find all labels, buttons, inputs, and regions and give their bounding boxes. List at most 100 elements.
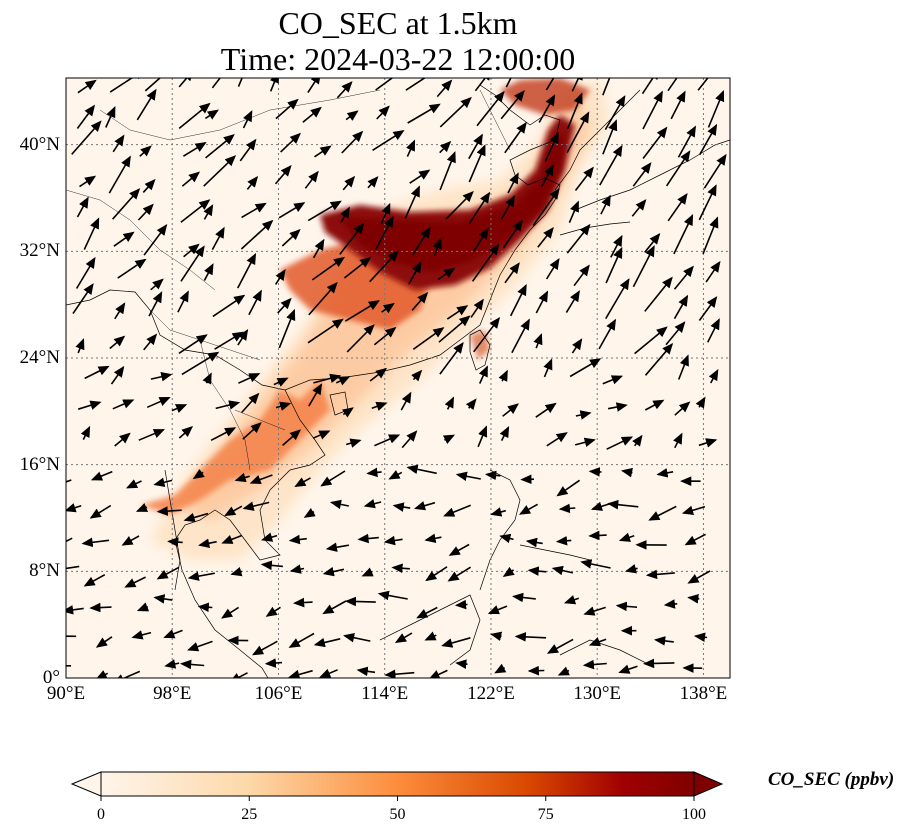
wind-arrow	[605, 278, 630, 320]
wind-arrow	[79, 175, 97, 188]
wind-arrow	[673, 265, 694, 290]
wind-arrow	[602, 375, 623, 385]
wind-arrow	[363, 498, 382, 509]
wind-arrow	[571, 338, 583, 354]
wind-arrow	[181, 351, 220, 376]
wind-arrow	[543, 358, 553, 378]
wind-arrow	[439, 96, 472, 128]
wind-arrow	[705, 260, 721, 283]
wind-arrow	[505, 78, 512, 88]
wind-arrow	[502, 566, 515, 577]
wind-arrow	[307, 318, 344, 344]
wind-arrow	[599, 144, 623, 186]
wind-arrow	[84, 365, 110, 380]
wind-arrow	[607, 402, 628, 412]
wind-arrow	[249, 474, 273, 485]
wind-arrow	[485, 470, 501, 481]
wind-arrow	[642, 126, 668, 159]
wind-arrow	[412, 327, 445, 350]
wind-arrow	[302, 106, 322, 123]
colorbar-tick-label: 100	[682, 806, 706, 823]
wind-arrow	[367, 176, 379, 189]
wind-arrow	[80, 425, 91, 440]
wind-arrow	[665, 150, 691, 187]
wind-arrow	[182, 141, 207, 157]
wind-arrow	[139, 145, 152, 157]
wind-arrow	[210, 427, 237, 442]
wind-arrow	[204, 109, 219, 120]
wind-arrow	[476, 90, 505, 127]
wind-arrow	[600, 194, 611, 215]
wind-arrow	[183, 512, 209, 523]
wind-arrow	[342, 175, 356, 191]
longitude-tick-label: 130°E	[573, 683, 622, 704]
colorbar	[70, 771, 724, 801]
wind-arrow	[556, 479, 581, 497]
wind-arrow	[269, 78, 279, 92]
wind-arrow	[180, 659, 205, 670]
wind-arrow	[240, 219, 274, 250]
wind-arrow	[445, 190, 474, 220]
wind-arrow	[400, 391, 412, 411]
wind-arrow	[322, 566, 345, 577]
wind-arrow	[401, 430, 418, 449]
wind-arrow	[277, 297, 292, 314]
wind-arrow	[83, 217, 100, 250]
wind-arrow	[454, 599, 468, 610]
wind-arrow	[304, 170, 319, 189]
wind-arrow	[588, 467, 602, 477]
wind-arrow	[336, 81, 353, 99]
wind-arrow	[314, 145, 332, 158]
wind-arrow	[343, 632, 371, 643]
colorbar-tick-label: 50	[389, 806, 406, 823]
wind-arrow	[507, 172, 519, 194]
wind-arrow	[374, 434, 401, 447]
wind-arrow	[667, 78, 678, 92]
wind-arrow	[618, 664, 638, 674]
wind-arrow	[371, 401, 388, 411]
wind-arrow	[114, 432, 131, 447]
wind-arrow	[439, 151, 456, 191]
wind-arrow	[605, 246, 623, 284]
wind-arrow	[143, 333, 158, 351]
wind-arrow	[293, 597, 313, 608]
wind-arrow	[404, 185, 420, 219]
wind-arrow	[261, 532, 278, 542]
wind-arrow	[178, 102, 211, 130]
wind-arrow	[663, 599, 678, 609]
wind-arrow	[178, 78, 194, 88]
wind-arrow	[163, 629, 183, 639]
wind-arrow	[308, 281, 338, 316]
wind-arrow	[282, 429, 302, 447]
wind-arrow	[320, 470, 346, 487]
wind-arrow	[546, 432, 568, 447]
wind-arrow	[311, 256, 346, 281]
wind-arrow	[448, 543, 470, 556]
wind-arrow	[439, 342, 464, 375]
wind-arrow	[148, 291, 163, 317]
longitude-tick-label: 122°E	[467, 683, 515, 704]
wind-arrow	[699, 123, 718, 156]
wind-arrow	[455, 659, 468, 669]
wind-arrow	[632, 162, 652, 187]
wind-arrow	[375, 215, 394, 250]
wind-vectors	[66, 78, 727, 678]
wind-arrow	[138, 429, 165, 441]
wind-arrow	[136, 602, 150, 612]
map-title-line1: CO_SEC at 1.5km	[278, 5, 518, 41]
wind-arrow	[674, 401, 691, 416]
wind-arrow	[280, 132, 301, 153]
wind-arrow	[411, 291, 429, 311]
wind-arrow	[698, 184, 717, 221]
wind-arrow	[563, 595, 580, 605]
wind-arrow	[109, 78, 146, 93]
wind-arrow	[181, 171, 201, 187]
wind-arrow	[202, 372, 212, 385]
wind-arrow	[75, 256, 96, 289]
wind-arrow	[546, 638, 574, 654]
wind-arrow	[412, 226, 431, 256]
wind-arrow	[180, 245, 205, 282]
wind-arrow	[502, 403, 519, 417]
wind-arrow	[372, 130, 405, 151]
wind-arrow	[442, 434, 456, 445]
